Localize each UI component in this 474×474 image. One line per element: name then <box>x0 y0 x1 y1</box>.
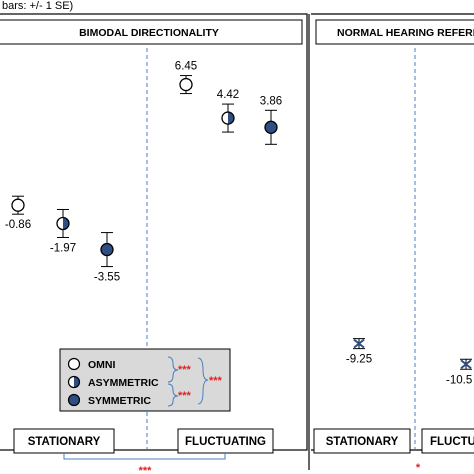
condition-label-stationary-left: STATIONARY <box>28 436 101 448</box>
panel-header-box-right <box>315 19 474 45</box>
condition-label-fluctuating-right: FLUCTUA <box>430 436 474 448</box>
legend-label-asymmetric: ASYMMETRIC <box>88 377 159 389</box>
point-1-1-marker <box>460 359 472 370</box>
point-0-0-marker <box>11 198 25 212</box>
point-0-0: -0.86 <box>5 195 31 231</box>
panel-title-right: NORMAL HEARING REFERE <box>337 27 474 39</box>
point-0-5: 3.86 <box>260 95 282 145</box>
condition-label-fluctuating-left: FLUCTUATING <box>185 436 266 448</box>
point-0-4-marker <box>221 111 235 125</box>
point-0-4-value-label: 4.42 <box>217 89 239 101</box>
legend-bracket-stars-outer: *** <box>209 375 223 387</box>
legend-bracket-stars-bottom: *** <box>178 390 192 402</box>
point-1-0: -9.25 <box>346 338 372 366</box>
point-0-2-marker <box>100 242 114 257</box>
legend-marker-symmetric <box>67 393 81 407</box>
panel-frame-left <box>0 13 308 451</box>
condition-label-stationary-right: STATIONARY <box>326 436 399 448</box>
bottom-significance-stars-left: *** <box>139 465 153 474</box>
point-0-1-value-label: -1.97 <box>50 243 76 255</box>
point-0-4: 4.42 <box>217 89 239 133</box>
legend-bracket-stars-top: *** <box>178 364 192 376</box>
caption-fragment: bars: +/- 1 SE) <box>2 0 73 12</box>
legend-marker-asymmetric <box>67 375 81 389</box>
legend-label-symmetric: SYMMETRIC <box>88 395 151 407</box>
point-1-1: -10.5 <box>446 358 472 386</box>
point-0-3-value-label: 6.45 <box>175 61 197 73</box>
point-0-1-marker <box>56 216 70 231</box>
point-0-5-marker <box>264 120 278 134</box>
condition-box-stationary-left <box>13 428 115 454</box>
legend-bracket-bottom <box>167 383 179 407</box>
legend-label-omni: OMNI <box>88 359 115 371</box>
point-0-2: -3.55 <box>94 232 120 284</box>
panel-header-box-left <box>0 19 303 45</box>
point-1-1-value-label: -10.5 <box>446 374 472 386</box>
point-1-0-value-label: -9.25 <box>346 354 372 366</box>
panel-title-left: BIMODAL DIRECTIONALITY <box>79 27 219 39</box>
point-0-3: 6.45 <box>175 61 197 95</box>
condition-box-stationary-right <box>313 428 411 454</box>
bottom-significance-stars-right: * <box>416 462 421 474</box>
legend-bracket-top <box>167 356 179 383</box>
point-1-0-marker <box>353 338 365 349</box>
legend-bracket-outer <box>197 357 209 405</box>
point-0-0-value-label: -0.86 <box>5 219 31 231</box>
point-0-2-value-label: -3.55 <box>94 272 120 284</box>
point-0-1: -1.97 <box>50 209 76 255</box>
condition-box-fluctuating-left <box>177 428 274 454</box>
point-0-3-marker <box>179 77 193 92</box>
condition-box-fluctuating-right <box>421 428 474 454</box>
point-0-5-value-label: 3.86 <box>260 95 282 107</box>
bottom-significance-bracket <box>63 453 226 460</box>
legend-marker-omni <box>67 357 81 371</box>
